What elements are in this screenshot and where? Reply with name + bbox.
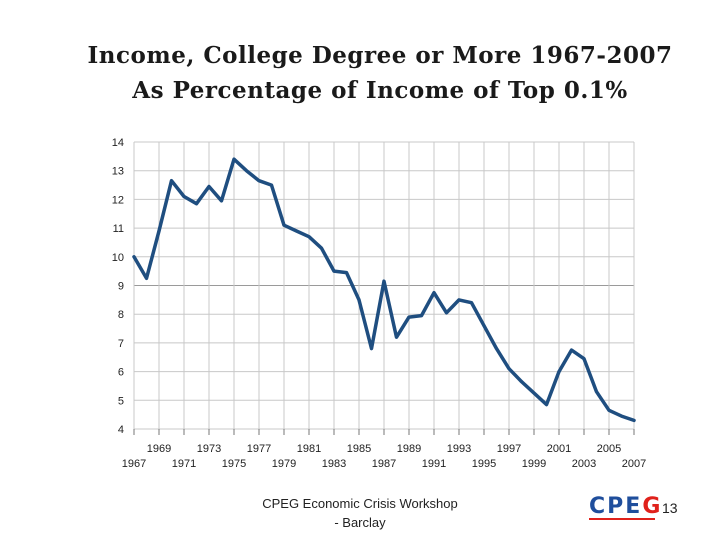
x-tick-label-upper: 2001: [547, 443, 571, 455]
x-tick-label-lower: 1995: [472, 458, 496, 470]
x-tick-label-lower: 1975: [222, 458, 246, 470]
footer-line-2: - Barclay: [334, 515, 386, 530]
data-point: [382, 279, 386, 283]
data-point: [470, 301, 473, 304]
title-line-2: As Percentage of Income of Top 0.1%: [132, 77, 628, 104]
x-tick-labels: 1969 1973 1977 1981 1985 1989 1993 1997 2001 2005…: [122, 443, 646, 470]
y-tick-label: 11: [113, 223, 124, 235]
data-point: [495, 347, 498, 350]
data-point: [157, 229, 161, 233]
data-point: [182, 195, 186, 198]
data-point: [132, 255, 136, 258]
data-point: [457, 298, 461, 302]
x-tick-label-upper: 1997: [497, 443, 521, 455]
data-point: [520, 380, 523, 383]
data-point: [320, 246, 323, 250]
x-tick-label-lower: 1979: [272, 458, 296, 470]
logo-letter-g: G: [642, 494, 663, 519]
logo-word: CPEG: [589, 494, 663, 519]
x-tick-label-upper: 1981: [297, 443, 321, 455]
data-point: [532, 391, 536, 395]
x-tick-label-upper: 1977: [247, 443, 271, 455]
data-point: [170, 179, 173, 182]
data-point: [207, 185, 211, 188]
x-tick-label-lower: 1999: [522, 458, 546, 470]
x-tick-label-lower: 1991: [422, 458, 446, 470]
x-tick-label-lower: 1987: [372, 458, 396, 470]
data-point: [407, 315, 411, 319]
data-point: [607, 409, 611, 412]
data-point: [595, 390, 598, 393]
y-tick-label: 4: [118, 424, 124, 436]
x-tick-label-lower: 1983: [322, 458, 346, 470]
data-point: [345, 271, 348, 274]
x-tick-label-lower: 1971: [172, 458, 196, 470]
logo-letter-p: P: [607, 494, 626, 519]
y-tick-label: 6: [118, 367, 124, 379]
data-point: [582, 357, 586, 360]
data-point: [245, 169, 248, 172]
footer-line-1: CPEG Economic Crisis Workshop: [262, 496, 458, 511]
data-point: [282, 224, 286, 227]
slide-title: Income, College Degree or More 1967-2007…: [0, 38, 720, 108]
y-tick-label: 12: [112, 194, 124, 206]
footer-text: CPEG Economic Crisis Workshop - Barclay: [240, 494, 480, 532]
y-tick-label: 7: [118, 338, 124, 350]
y-tick-labels: 4 5 6 7 8 9 10 11 12 13 14: [112, 137, 124, 436]
page-number: 13: [662, 500, 678, 516]
y-tick-label: 14: [112, 137, 124, 149]
x-tick-label-upper: 1969: [147, 443, 171, 455]
data-point: [307, 235, 311, 238]
grid-lines: [133, 141, 635, 435]
x-tick-label-upper: 1985: [347, 443, 371, 455]
x-tick-label-lower: 2003: [572, 458, 596, 470]
x-tick-label-upper: 1989: [397, 443, 421, 455]
data-point: [332, 269, 336, 273]
x-tick-label-upper: 2005: [597, 443, 621, 455]
data-point: [482, 324, 486, 327]
y-tick-label: 9: [118, 281, 124, 293]
x-tick-label-upper: 1973: [197, 443, 221, 455]
y-tick-label: 10: [112, 252, 124, 264]
logo-letter-e: E: [625, 494, 643, 519]
data-point: [395, 335, 398, 339]
data-point: [570, 348, 573, 352]
data-point: [357, 298, 361, 302]
data-point: [445, 311, 448, 314]
y-tick-label: 8: [118, 309, 124, 321]
data-point: [145, 277, 148, 280]
title-line-1: Income, College Degree or More 1967-2007: [87, 42, 673, 69]
x-tick-label-upper: 1993: [447, 443, 471, 455]
data-point: [432, 291, 436, 294]
data-point: [220, 199, 223, 203]
data-point: [545, 403, 548, 406]
data-point: [620, 414, 623, 418]
data-point: [270, 183, 273, 187]
data-point: [632, 419, 636, 422]
series-layer: [132, 157, 636, 423]
data-point: [257, 179, 261, 182]
x-tick-label-lower: 1967: [122, 458, 146, 470]
data-point: [370, 347, 373, 350]
data-point: [195, 202, 198, 205]
logo-letter-c: C: [589, 494, 608, 519]
data-point: [420, 314, 423, 317]
y-tick-label: 13: [112, 166, 124, 178]
x-tick-label-lower: 2007: [622, 458, 646, 470]
data-point: [557, 370, 561, 373]
data-point: [507, 367, 511, 370]
logo-underline: [589, 518, 655, 520]
data-point: [295, 229, 298, 233]
cpeg-logo: CPEG: [589, 494, 663, 520]
y-tick-label: 5: [118, 395, 124, 407]
data-point: [232, 158, 236, 161]
